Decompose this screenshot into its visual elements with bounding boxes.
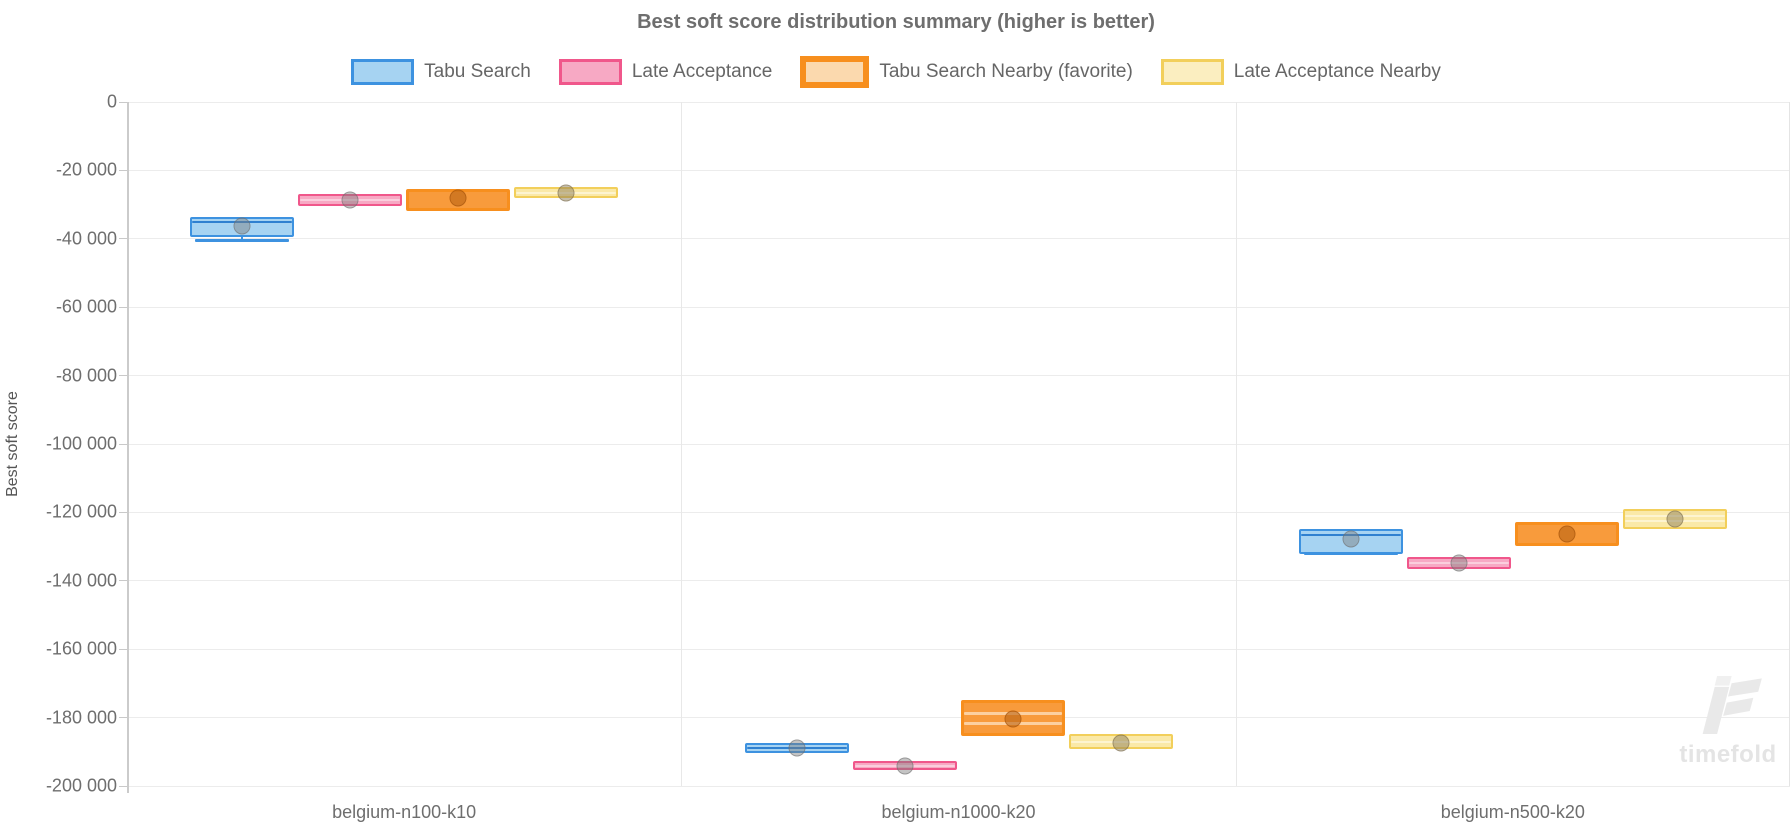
mean-dot bbox=[557, 184, 575, 202]
plot-right-border bbox=[1789, 102, 1790, 786]
gridline bbox=[127, 169, 1790, 171]
gridline bbox=[127, 375, 1790, 377]
legend-swatch-tabu-search bbox=[351, 59, 415, 85]
y-axis-line bbox=[127, 102, 129, 793]
y-tick-label: -40 000 bbox=[55, 228, 117, 249]
gridline bbox=[127, 101, 1790, 103]
gridline bbox=[127, 717, 1790, 719]
y-tick-mark bbox=[119, 306, 127, 308]
y-tick-mark bbox=[119, 169, 127, 171]
whisker-cap bbox=[1303, 551, 1398, 555]
y-tick-mark bbox=[119, 443, 127, 445]
y-tick-label: -20 000 bbox=[55, 159, 117, 180]
legend-label: Late Acceptance Nearby bbox=[1233, 61, 1441, 82]
y-tick-mark bbox=[119, 375, 127, 377]
y-tick-label: -140 000 bbox=[45, 570, 117, 591]
mean-dot bbox=[788, 739, 805, 757]
y-tick-label: -60 000 bbox=[55, 296, 117, 317]
y-tick-mark bbox=[119, 101, 127, 103]
y-tick-label: -160 000 bbox=[45, 638, 117, 659]
mean-dot bbox=[449, 189, 467, 207]
y-tick-label: -80 000 bbox=[55, 365, 117, 386]
mean-dot bbox=[233, 217, 251, 235]
legend: Tabu Search Late Acceptance Tabu Search Ne… bbox=[0, 56, 1792, 88]
y-axis-title: Best soft score bbox=[4, 391, 21, 497]
timefold-watermark: timefold bbox=[1678, 676, 1778, 769]
gridline bbox=[127, 306, 1790, 308]
watermark-text: timefold bbox=[1679, 741, 1777, 768]
y-tick-label: -180 000 bbox=[45, 707, 117, 728]
chart-title: Best soft score distribution summary (hi… bbox=[637, 11, 1155, 33]
y-tick-label: 0 bbox=[106, 91, 117, 112]
gridline bbox=[127, 648, 1790, 650]
gridline bbox=[127, 511, 1790, 513]
legend-swatch-late-acceptance bbox=[558, 59, 622, 85]
y-tick-mark bbox=[119, 580, 127, 582]
mean-dot bbox=[1342, 530, 1360, 548]
legend-item-tabu-search[interactable]: Tabu Search bbox=[351, 59, 531, 85]
gridline bbox=[127, 238, 1790, 240]
mean-dot bbox=[1112, 734, 1129, 752]
category-label-belgium-n1000-k20: belgium-n1000-k20 bbox=[881, 802, 1036, 822]
legend-swatch-late-acceptance-nearby bbox=[1160, 59, 1224, 85]
category-label-belgium-n100-k10: belgium-n100-k10 bbox=[332, 802, 477, 822]
mean-dot bbox=[1004, 710, 1021, 728]
gridline bbox=[127, 785, 1790, 787]
panel-separator bbox=[1235, 102, 1237, 786]
legend-swatch-tabu-search-nearby-favorite bbox=[800, 56, 870, 88]
legend-item-late-acceptance-nearby[interactable]: Late Acceptance Nearby bbox=[1160, 59, 1441, 85]
y-tick-mark bbox=[119, 717, 127, 719]
category-label-belgium-n500-k20: belgium-n500-k20 bbox=[1440, 802, 1585, 822]
whisker-cap bbox=[195, 238, 290, 242]
y-tick-label: -200 000 bbox=[45, 775, 117, 796]
gridline bbox=[127, 443, 1790, 445]
gridline bbox=[127, 580, 1790, 582]
mean-dot bbox=[1558, 525, 1576, 543]
panel-separator bbox=[681, 102, 683, 786]
mean-dot bbox=[896, 757, 913, 775]
y-tick-mark bbox=[119, 238, 127, 240]
y-tick-mark bbox=[119, 648, 127, 650]
legend-item-tabu-search-nearby-favorite[interactable]: Tabu Search Nearby (favorite) bbox=[800, 56, 1133, 88]
legend-label: Tabu Search Nearby (favorite) bbox=[879, 61, 1133, 82]
y-tick-label: -100 000 bbox=[45, 433, 117, 454]
legend-label: Late Acceptance bbox=[631, 61, 773, 82]
legend-item-late-acceptance[interactable]: Late Acceptance bbox=[558, 59, 773, 85]
y-tick-label: -120 000 bbox=[45, 501, 117, 522]
y-tick-mark bbox=[119, 785, 127, 787]
mean-dot bbox=[341, 191, 359, 209]
timefold-logo-icon bbox=[1702, 676, 1762, 734]
y-tick-mark bbox=[119, 511, 127, 513]
mean-dot bbox=[1666, 510, 1684, 528]
mean-dot bbox=[1450, 554, 1468, 572]
legend-label: Tabu Search bbox=[424, 61, 531, 82]
